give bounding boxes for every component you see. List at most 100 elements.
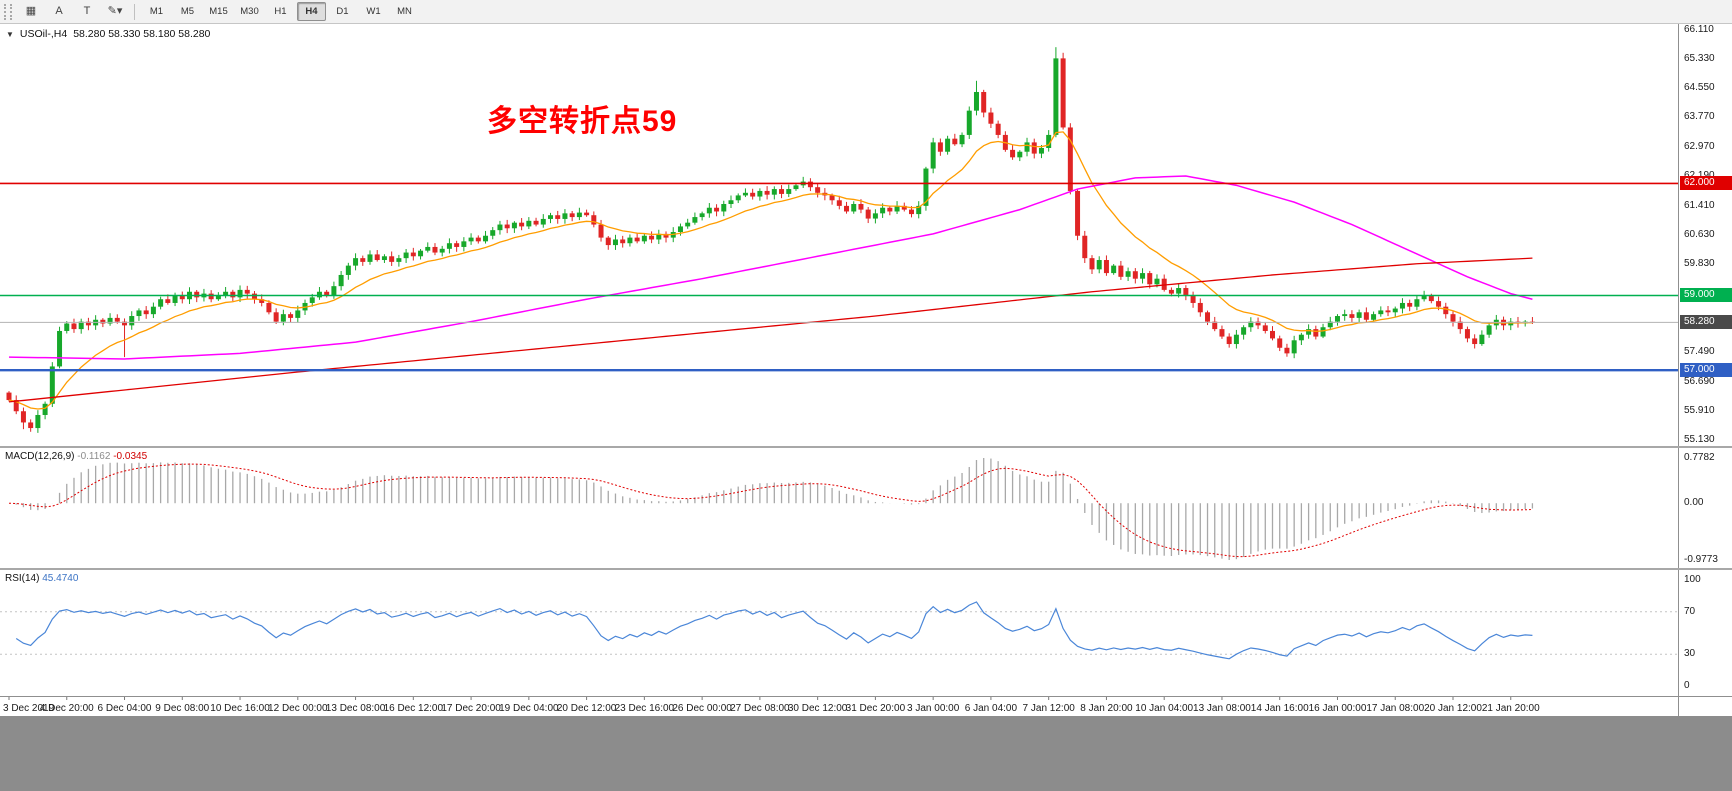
- time-axis-label: 3 Jan 00:00: [907, 703, 960, 714]
- top-toolbar: ▦ A T ✎▾ M1 M5 M15 M30 H1 H4 D1 W1 MN: [0, 0, 1732, 24]
- time-axis-label: 3 Dec 2019: [3, 703, 55, 714]
- price-tick-label: 64.550: [1684, 82, 1715, 94]
- rsi-title: RSI(14): [5, 573, 40, 584]
- time-axis-label: 13 Dec 08:00: [326, 703, 386, 714]
- price-tag-59.000: 59.000: [1680, 288, 1732, 303]
- rsi-scale-label: 0: [1684, 680, 1690, 691]
- time-axis-label: 8 Jan 20:00: [1080, 703, 1133, 714]
- price-tag-62.000: 62.000: [1680, 176, 1732, 191]
- symbol-label: USOil-,H4: [19, 28, 68, 40]
- price-chart-canvas[interactable]: [0, 24, 1678, 446]
- timeframe-button-m15[interactable]: M15: [209, 6, 228, 17]
- chart-mode-icon[interactable]: ▦: [25, 4, 37, 17]
- time-axis-label: 21 Jan 20:00: [1482, 703, 1540, 714]
- text-tool-button[interactable]: T: [83, 4, 91, 17]
- ma-mid-line: [8, 175, 1533, 360]
- macd-signal-value: -0.0345: [113, 451, 148, 462]
- time-axis-label: 6 Dec 04:00: [98, 703, 152, 714]
- time-axis-label: 4 Dec 20:00: [40, 703, 94, 714]
- rsi-line: [15, 601, 1533, 660]
- time-axis-label: 9 Dec 08:00: [155, 703, 209, 714]
- symbol-ohlc-line: ▼ USOil-,H4 58.280 58.330 58.180 58.280: [6, 28, 210, 40]
- toolbar-grip[interactable]: [4, 3, 12, 20]
- timeframe-button-m1[interactable]: M1: [149, 6, 164, 17]
- time-axis-label: 10 Dec 16:00: [210, 703, 270, 714]
- time-axis-label: 30 Dec 12:00: [788, 703, 848, 714]
- time-axis-label: 27 Dec 08:00: [730, 703, 790, 714]
- time-axis-label: 12 Dec 00:00: [268, 703, 328, 714]
- price-tick-label: 66.110: [1684, 24, 1714, 35]
- timeframe-button-m30[interactable]: M30: [240, 6, 259, 17]
- rsi-scale-label: 100: [1684, 574, 1701, 585]
- timeframe-button-d1[interactable]: D1: [336, 6, 349, 17]
- price-scale[interactable]: 66.110 65.330 64.550 63.770 62.970 62.190 61.4…: [1678, 24, 1732, 446]
- timeframe-toolbar: M1 M5 M15 M30 H1 H4 D1 W1 MN: [141, 2, 420, 21]
- drawing-tools-dropdown[interactable]: ✎▾: [107, 4, 123, 17]
- macd-scale-label: 0.00: [1684, 497, 1704, 509]
- price-tick-label: 60.630: [1684, 228, 1715, 240]
- price-tick-label: 55.130: [1684, 434, 1715, 445]
- macd-main-value: -0.1162: [77, 451, 111, 462]
- time-axis-label: 16 Jan 00:00: [1309, 703, 1367, 714]
- timeframe-button-h1[interactable]: H1: [274, 6, 287, 17]
- rsi-canvas[interactable]: [0, 570, 1678, 696]
- rsi-label: RSI(14) 45.4740: [5, 573, 78, 584]
- time-axis-label: 23 Dec 16:00: [615, 703, 675, 714]
- time-axis-label: 14 Jan 16:00: [1251, 703, 1309, 714]
- rsi-scale-label: 30: [1684, 648, 1696, 660]
- macd-scale-label: -0.9773: [1684, 554, 1718, 565]
- axis-corner: [1678, 697, 1732, 716]
- price-tag-57.000: 57.000: [1680, 363, 1732, 378]
- macd-panel: 0.7782 0.00 -0.9773 MACD(12,26,9) -0.1162 …: [0, 448, 1732, 568]
- time-axis-label: 7 Jan 12:00: [1023, 703, 1076, 714]
- time-axis-label: 10 Jan 04:00: [1135, 703, 1193, 714]
- price-tag-58.280: 58.280: [1680, 315, 1732, 330]
- time-axis-label: 20 Jan 12:00: [1424, 703, 1482, 714]
- time-axis-label: 19 Dec 04:00: [499, 703, 559, 714]
- rsi-value: 45.4740: [42, 573, 79, 584]
- macd-title: MACD(12,26,9): [5, 451, 75, 462]
- chart-collapse-toggle[interactable]: ▼: [6, 29, 14, 39]
- candles-layer: [6, 47, 1535, 433]
- window-bottom-area: [0, 716, 1732, 791]
- timeframe-button-m5[interactable]: M5: [180, 6, 195, 17]
- time-axis[interactable]: 3 Dec 2019 4 Dec 20:00 6 Dec 04:00 9 Dec 08…: [0, 696, 1732, 716]
- price-tick-label: 59.830: [1684, 258, 1715, 270]
- panel-divider-rsi[interactable]: [0, 568, 1732, 570]
- ohlc-values: 58.280 58.330 58.180 58.280: [73, 28, 211, 40]
- rsi-panel: 100 70 30 0 RSI(14) 45.4740: [0, 570, 1732, 696]
- time-axis-label: 13 Jan 08:00: [1193, 703, 1251, 714]
- price-tick-label: 62.970: [1684, 141, 1715, 153]
- price-tick-label: 55.910: [1684, 404, 1715, 416]
- rsi-scale-label: 70: [1684, 605, 1696, 617]
- cursor-tool-button[interactable]: A: [55, 4, 63, 17]
- toolbar-separator: [134, 3, 135, 20]
- rsi-scale[interactable]: 100 70 30 0: [1678, 570, 1732, 696]
- macd-scale[interactable]: 0.7782 0.00 -0.9773: [1678, 448, 1732, 568]
- macd-signal-line: [8, 463, 1533, 558]
- macd-label: MACD(12,26,9) -0.1162 -0.0345: [5, 451, 147, 462]
- price-tick-label: 63.770: [1684, 111, 1715, 123]
- timeframe-button-mn[interactable]: MN: [397, 6, 412, 17]
- panel-divider-macd[interactable]: [0, 446, 1732, 448]
- price-chart-panel: 66.110 65.330 64.550 63.770 62.970 62.190 61.4…: [0, 24, 1732, 446]
- macd-canvas[interactable]: [0, 448, 1678, 568]
- price-tick-label: 62.190: [1684, 170, 1715, 182]
- price-tick-label: 56.690: [1684, 375, 1715, 387]
- timeframe-button-w1[interactable]: W1: [366, 6, 381, 17]
- ma-fast-line: [8, 131, 1533, 410]
- time-axis-label: 16 Dec 12:00: [384, 703, 444, 714]
- price-tick-label: 57.490: [1684, 345, 1715, 357]
- ma-slow-line: [8, 257, 1533, 403]
- timeframe-button-h4[interactable]: H4: [297, 2, 326, 21]
- time-axis-label: 17 Jan 08:00: [1366, 703, 1424, 714]
- macd-histogram: [15, 458, 1534, 560]
- macd-scale-label: 0.7782: [1684, 452, 1715, 463]
- tool-icon-group: ▦ A T ✎▾: [18, 2, 128, 22]
- time-axis-label: 31 Dec 20:00: [846, 703, 906, 714]
- chart-annotation-text[interactable]: 多空转折点59: [487, 105, 678, 138]
- time-axis-label: 17 Dec 20:00: [441, 703, 501, 714]
- time-axis-label: 20 Dec 12:00: [557, 703, 617, 714]
